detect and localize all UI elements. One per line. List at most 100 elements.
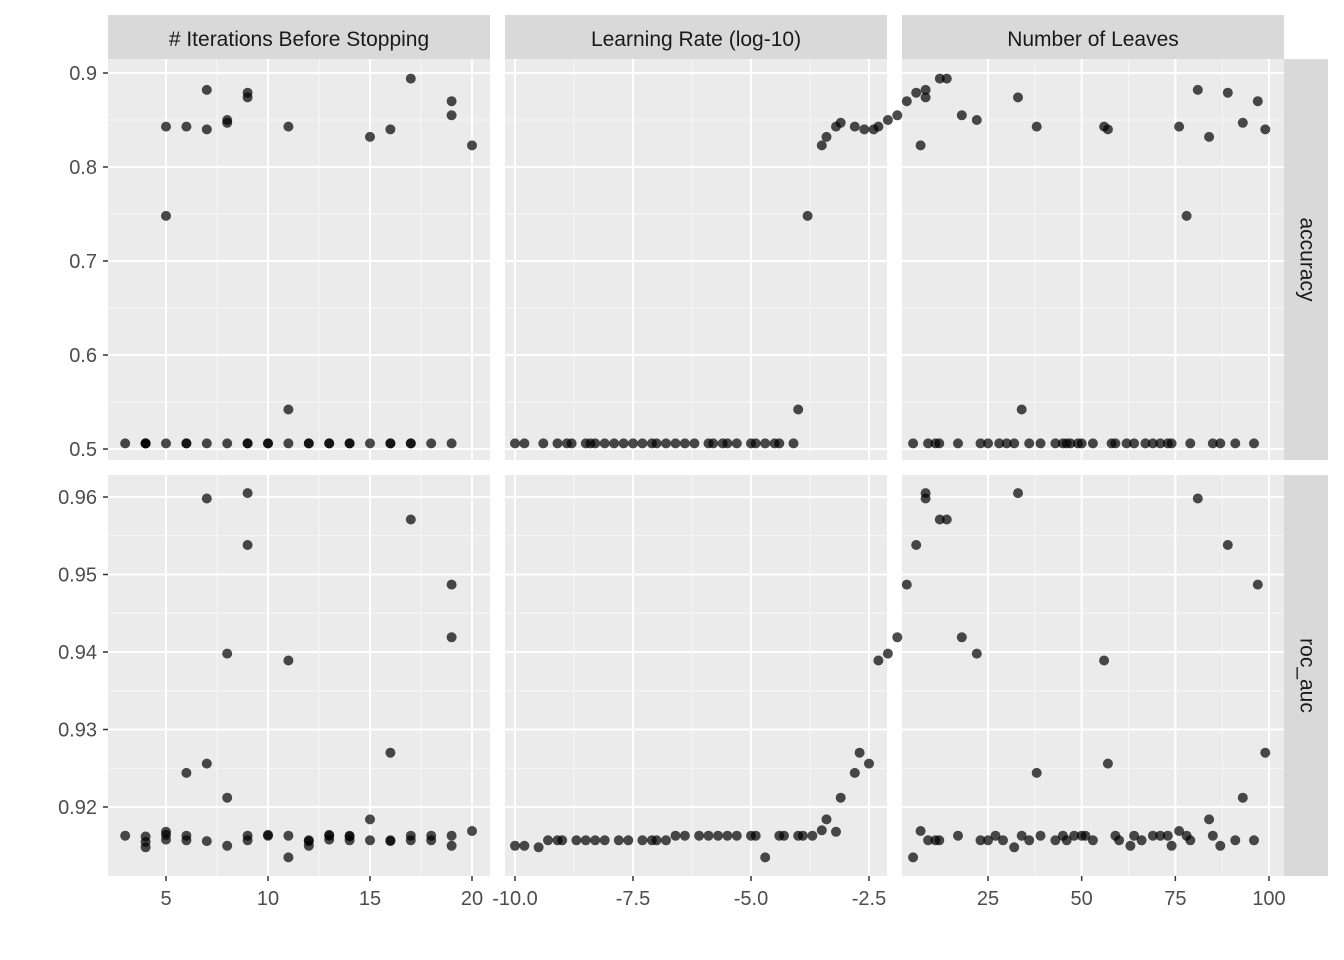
data-point (599, 835, 610, 846)
data-point (849, 767, 860, 778)
data-point (1024, 835, 1035, 846)
data-point (1215, 840, 1226, 851)
data-point (1102, 758, 1113, 769)
panel (108, 59, 490, 460)
data-point (344, 835, 355, 846)
data-point (590, 835, 601, 846)
data-point (580, 835, 591, 846)
data-point (953, 830, 963, 841)
data-point (901, 96, 912, 107)
y-tick-label: 0.95 (58, 565, 97, 587)
y-tick-label: 0.8 (69, 157, 97, 179)
data-point (854, 747, 865, 758)
y-tick-label: 0.93 (58, 720, 97, 742)
data-point (679, 830, 690, 841)
data-point (679, 438, 690, 449)
data-point (344, 438, 355, 449)
data-point (911, 540, 922, 550)
data-point (1080, 830, 1091, 841)
panel (902, 475, 1284, 876)
x-tick-label: -2.5 (852, 888, 886, 910)
data-point (1222, 540, 1233, 550)
panel-background (902, 59, 1284, 460)
data-point (385, 747, 396, 758)
data-point (831, 826, 841, 837)
data-point (1035, 438, 1046, 449)
panel-background (108, 59, 490, 460)
data-point (1204, 131, 1215, 142)
data-point (1204, 814, 1215, 825)
strip-label: # Iterations Before Stopping (169, 28, 429, 51)
data-point (519, 438, 530, 449)
data-point (821, 814, 832, 825)
data-point (1237, 792, 1248, 803)
data-point (1050, 438, 1061, 449)
data-point (446, 438, 457, 449)
data-point (760, 438, 771, 449)
scatter-series (510, 488, 945, 863)
data-point (821, 131, 832, 142)
data-point (510, 840, 520, 851)
data-point (1016, 830, 1027, 841)
data-point (1031, 767, 1042, 778)
data-point (953, 438, 963, 449)
data-point (446, 632, 457, 643)
data-point (1181, 210, 1192, 221)
facet-strip-row: roc_auc (1284, 475, 1328, 876)
data-point (1001, 438, 1012, 449)
x-tick-label: 100 (1252, 888, 1285, 910)
data-point (760, 852, 771, 863)
data-point (120, 438, 131, 449)
data-point (1099, 655, 1110, 666)
strip-background (1284, 59, 1328, 460)
strip-background (108, 15, 490, 59)
scatter-series (120, 73, 477, 449)
x-tick-label: 20 (461, 888, 483, 910)
data-point (1125, 840, 1136, 851)
y-tick-label: 0.7 (69, 251, 97, 273)
data-point (1192, 493, 1203, 504)
data-point (788, 438, 799, 449)
data-point (385, 438, 396, 449)
x-tick-label: -10.0 (492, 888, 538, 910)
data-point (510, 438, 520, 449)
data-point (120, 830, 131, 841)
data-point (1237, 117, 1248, 128)
strip-label: Number of Leaves (1007, 28, 1179, 51)
data-point (566, 438, 577, 449)
y-tick-label: 0.94 (58, 642, 97, 664)
data-point (689, 438, 700, 449)
data-point (405, 438, 416, 449)
data-point (242, 438, 253, 449)
data-point (303, 840, 314, 851)
data-point (242, 835, 253, 846)
strip-background (1284, 475, 1328, 876)
data-point (750, 438, 761, 449)
data-point (1009, 438, 1020, 449)
data-point (793, 404, 804, 415)
data-point (816, 140, 827, 151)
x-tick-label: 75 (1164, 888, 1186, 910)
data-point (283, 404, 294, 415)
strip-label: accuracy (1295, 217, 1318, 302)
data-point (405, 835, 416, 846)
data-point (1249, 438, 1259, 449)
data-point (892, 632, 903, 643)
data-point (1061, 835, 1072, 846)
data-point (1174, 826, 1185, 836)
y-tick-label: 0.9 (69, 63, 97, 85)
data-point (181, 121, 192, 132)
x-tick-label: 50 (1071, 888, 1093, 910)
data-point (722, 438, 733, 449)
data-point (670, 438, 681, 449)
data-point (613, 835, 624, 846)
data-point (1260, 124, 1271, 135)
data-point (892, 110, 903, 121)
data-point (934, 514, 945, 525)
data-point (670, 830, 681, 841)
data-point (405, 514, 416, 525)
data-point (161, 121, 171, 132)
scatter-series (908, 73, 1271, 449)
data-point (661, 835, 671, 846)
data-point (731, 830, 742, 841)
